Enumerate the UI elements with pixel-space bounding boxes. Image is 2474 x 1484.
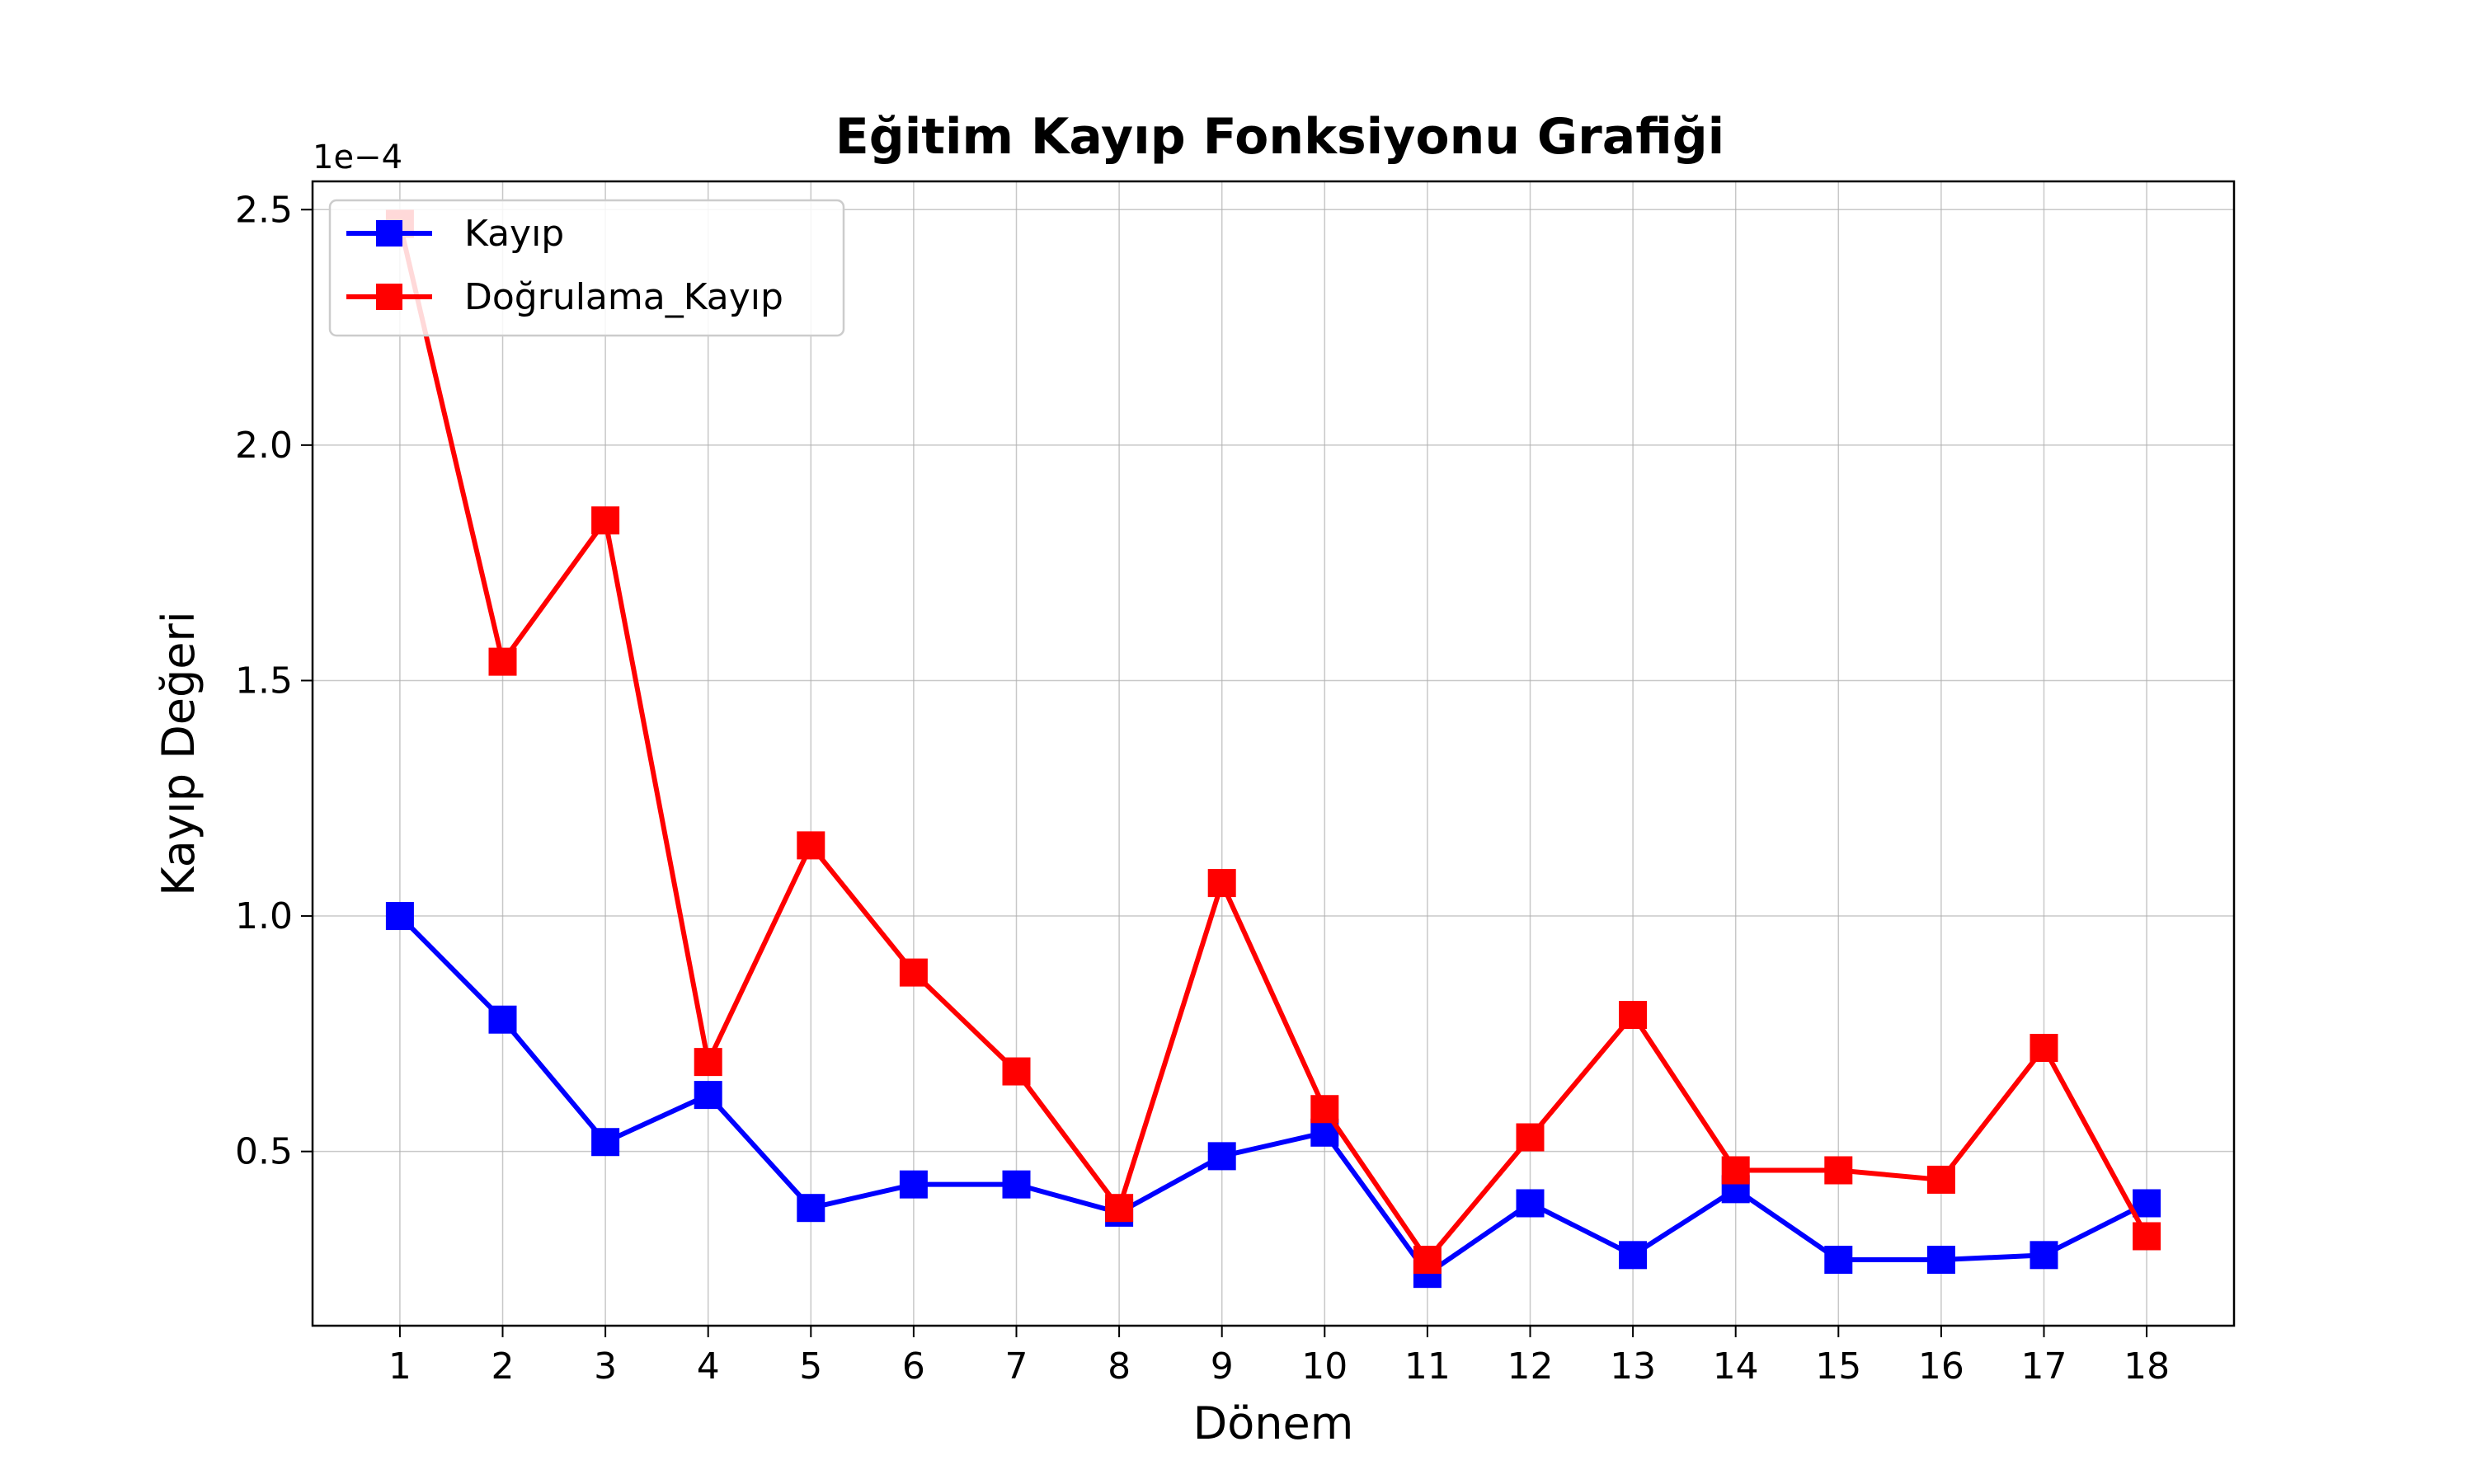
y-axis-label: Kayıp Değeri — [153, 611, 205, 895]
legend-box — [328, 199, 845, 337]
data-point — [797, 831, 825, 860]
x-tick-label: 13 — [1610, 1345, 1656, 1388]
data-point — [385, 902, 414, 931]
data-point — [694, 1081, 722, 1110]
legend-marker-dogrulama-kayip — [376, 284, 402, 310]
y-tick-label: 2.0 — [235, 425, 293, 467]
plot-frame — [311, 180, 2236, 1327]
x-tick-label: 6 — [902, 1345, 925, 1388]
x-tick-label: 11 — [1404, 1345, 1451, 1388]
data-point — [591, 506, 620, 535]
data-point — [1619, 1241, 1648, 1270]
x-tick-label: 12 — [1507, 1345, 1553, 1388]
data-point — [1619, 1001, 1648, 1030]
x-tick-label: 5 — [799, 1345, 822, 1388]
data-point — [488, 1005, 517, 1034]
x-tick-label: 7 — [1005, 1345, 1028, 1388]
data-point — [2133, 1222, 2161, 1251]
y-axis-offset-text: 1e−4 — [313, 139, 402, 176]
data-point — [1413, 1246, 1442, 1275]
x-tick-label: 18 — [2124, 1345, 2170, 1388]
legend-label-kayip: Kayıp — [464, 213, 564, 255]
x-tick-label: 8 — [1108, 1345, 1131, 1388]
data-point — [899, 1170, 928, 1199]
legend-entry-dogrulama-kayip: Doğrulama_Kayıp — [346, 276, 783, 318]
series-line — [397, 223, 2149, 1263]
x-tick-label: 17 — [2020, 1345, 2067, 1388]
chart-title: Eğitim Kayıp Fonksiyonu Grafiği — [835, 108, 1724, 166]
data-point — [2030, 1241, 2058, 1270]
data-point — [1002, 1057, 1031, 1086]
data-point — [1207, 869, 1236, 898]
x-tick-label: 15 — [1815, 1345, 1861, 1388]
y-tick-label: 1.5 — [235, 660, 293, 702]
data-point — [899, 958, 928, 987]
y-tick-label: 2.5 — [235, 189, 293, 231]
y-tick-label: 1.0 — [235, 895, 293, 937]
data-point — [1002, 1170, 1031, 1199]
x-axis-label: Dönem — [1193, 1397, 1354, 1449]
legend-label-dogrulama-kayip: Doğrulama_Kayıp — [464, 276, 783, 318]
legend-entry-kayip: Kayıp — [346, 213, 564, 255]
y-tick-label: 0.5 — [235, 1131, 293, 1173]
x-tick-label: 3 — [594, 1345, 617, 1388]
data-point — [1926, 1246, 1955, 1275]
plot-area — [313, 181, 2234, 1326]
legend: Kayıp Doğrulama_Kayıp — [328, 199, 845, 337]
data-point — [1207, 1142, 1236, 1171]
series-line — [397, 913, 2148, 1277]
data-point — [1926, 1165, 1955, 1194]
legend-marker-kayip — [376, 220, 402, 247]
data-point — [1516, 1123, 1545, 1152]
axis-ticks: 1 2 3 4 5 6 7 8 9 10 11 12 13 14 15 16 17 180.51.01.52.02… — [235, 189, 2170, 1388]
x-tick-label: 4 — [697, 1345, 720, 1388]
data-point — [1516, 1189, 1545, 1218]
data-point — [694, 1048, 722, 1077]
data-point — [1310, 1095, 1339, 1124]
data-point — [797, 1194, 825, 1223]
data-point — [1824, 1156, 1853, 1185]
data-point — [2030, 1033, 2058, 1062]
x-tick-label: 2 — [492, 1345, 515, 1388]
x-tick-label: 16 — [1918, 1345, 1964, 1388]
x-tick-label: 1 — [388, 1345, 412, 1388]
x-tick-label: 14 — [1713, 1345, 1759, 1388]
data-point — [488, 647, 517, 676]
grid — [313, 181, 2234, 1326]
data-point — [591, 1128, 620, 1157]
data-point — [2133, 1189, 2161, 1218]
data-point — [1721, 1156, 1750, 1185]
data-point — [1105, 1194, 1134, 1223]
x-tick-label: 10 — [1301, 1345, 1348, 1388]
x-tick-label: 9 — [1211, 1345, 1234, 1388]
data-point — [1824, 1246, 1853, 1275]
